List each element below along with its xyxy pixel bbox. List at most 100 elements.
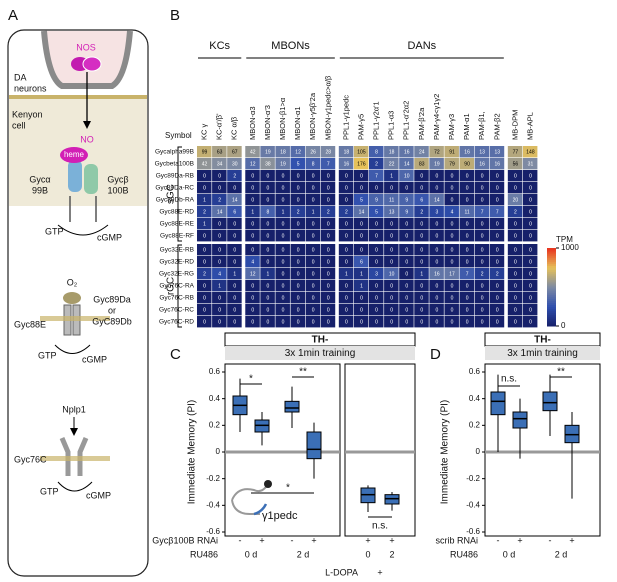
heatmap-cell <box>507 244 523 256</box>
heatmap-cell <box>414 256 429 268</box>
label: cGMP <box>86 490 111 500</box>
heatmap-cell <box>260 292 275 304</box>
heatmap-cell <box>444 268 459 280</box>
heatmap-cell <box>353 146 369 158</box>
heatmap-cell <box>522 280 538 292</box>
colorbar-step <box>547 314 556 317</box>
heatmap-cell <box>474 146 490 158</box>
cell-value: 0 <box>466 221 469 227</box>
heatmap-cell <box>305 218 321 230</box>
cell-value: 0 <box>267 319 270 325</box>
heatmap-cell <box>399 280 414 292</box>
heatmap-cell <box>429 292 444 304</box>
cell-value: 0 <box>203 247 206 253</box>
heatmap-cell <box>353 244 369 256</box>
heatmap-cell <box>459 194 475 206</box>
cell-value: 0 <box>233 283 236 289</box>
heatmap-cell <box>522 182 538 194</box>
cell-value: 0 <box>451 259 454 265</box>
colorbar-step <box>547 316 556 319</box>
cell-value: 0 <box>345 197 348 203</box>
label: cGMP <box>97 232 122 242</box>
heatmap-cell <box>507 304 523 316</box>
heatmap-cell <box>353 182 369 194</box>
heatmap-cell <box>290 268 306 280</box>
cell-value: 0 <box>251 233 254 239</box>
heatmap-cell <box>290 182 306 194</box>
cell-value: 0 <box>466 295 469 301</box>
cell-value: 6 <box>233 209 236 215</box>
cell-value: 0 <box>420 233 423 239</box>
cell-value: 0 <box>282 221 285 227</box>
heatmap-cell <box>489 280 505 292</box>
heatmap-cell <box>305 206 321 218</box>
condition-value: - <box>549 535 552 545</box>
cell-value: 0 <box>327 221 330 227</box>
colorbar-step <box>547 279 556 282</box>
cell-value: 0 <box>282 185 285 191</box>
cell-value: 0 <box>496 185 499 191</box>
cell-value: 0 <box>282 259 285 265</box>
cell-value: 0 <box>297 283 300 289</box>
heatmap-cell <box>369 268 384 280</box>
heatmap-cell <box>320 230 336 242</box>
heatmap-cell <box>384 304 399 316</box>
colorbar-tick-label: 1000 <box>561 243 579 252</box>
cell-value: 0 <box>282 233 285 239</box>
cell-value: 0 <box>390 185 393 191</box>
heatmap-cell <box>245 304 260 316</box>
cell-value: 0 <box>466 283 469 289</box>
cell-value: 0 <box>451 295 454 301</box>
heatmap-cell <box>474 230 490 242</box>
cell-value: 1 <box>360 283 363 289</box>
heatmap-cell <box>399 170 414 182</box>
cell-value: 0 <box>345 185 348 191</box>
ligand <box>63 292 81 304</box>
y-tick-label: 0.6 <box>469 367 481 376</box>
heatmap-cell <box>353 304 369 316</box>
cell-value: 1 <box>282 209 285 215</box>
heatmap-cell <box>459 292 475 304</box>
heatmap-cell <box>260 268 275 280</box>
gycb <box>84 164 98 194</box>
cell-value: 0 <box>496 221 499 227</box>
heatmap-cell <box>384 280 399 292</box>
cell-value: 0 <box>514 233 517 239</box>
heatmap-cell <box>197 292 212 304</box>
heatmap-cell <box>260 280 275 292</box>
heatmap-cell <box>384 146 399 158</box>
cell-value: 0 <box>282 283 285 289</box>
cell-value: 0 <box>327 271 330 277</box>
heatmap-cell <box>459 230 475 242</box>
cell-value: 10 <box>404 173 410 179</box>
colorbar-step <box>547 322 556 325</box>
cell-value: 0 <box>267 307 270 313</box>
cell-value: 7 <box>327 161 330 167</box>
heatmap-cell <box>227 292 242 304</box>
cell-value: 13 <box>494 149 500 155</box>
cell-value: 0 <box>360 319 363 325</box>
heatmap-cell <box>369 304 384 316</box>
heatmap-cell <box>522 218 538 230</box>
heatmap-cell <box>414 218 429 230</box>
cell-value: 16 <box>434 271 440 277</box>
heatmap-cell <box>429 146 444 158</box>
membrane <box>40 456 110 461</box>
colorbar-step <box>547 257 556 261</box>
column-label: KC α/β <box>230 116 239 140</box>
heatmap-cell <box>212 146 227 158</box>
column-label: KC γ <box>200 123 209 140</box>
heatmap-cell <box>522 206 538 218</box>
cell-value: 34 <box>217 161 223 167</box>
heatmap-cell <box>369 206 384 218</box>
cell-value: 0 <box>267 173 270 179</box>
cell-value: 30 <box>232 161 238 167</box>
cell-value: 2 <box>514 209 517 215</box>
cell-value: 0 <box>233 185 236 191</box>
heatmap-cell <box>290 170 306 182</box>
heatmap-cell <box>338 158 354 170</box>
cell-value: 0 <box>312 247 315 253</box>
cell-value: 67 <box>232 149 238 155</box>
heatmap-cell <box>275 146 290 158</box>
cell-value: 0 <box>405 247 408 253</box>
